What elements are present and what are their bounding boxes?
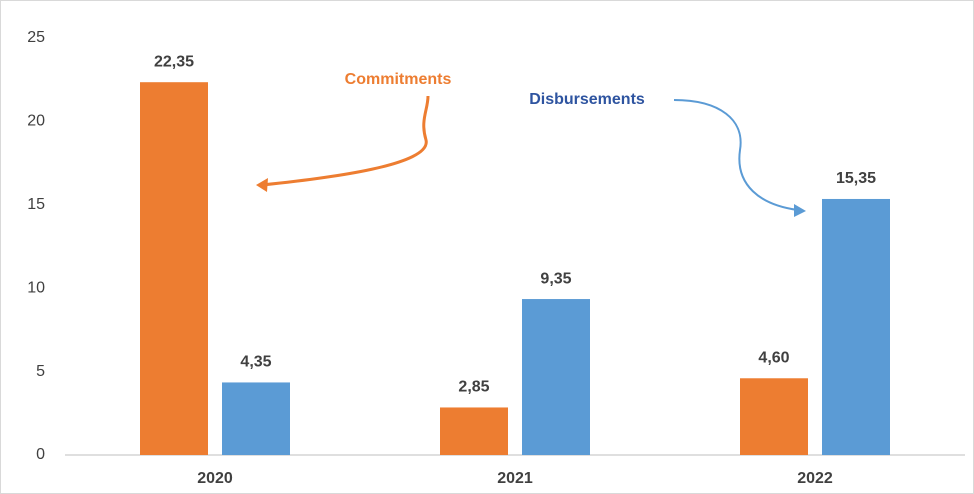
x-tick-label: 2021: [497, 470, 533, 487]
value-label: 4,60: [758, 349, 789, 366]
bar: [822, 198, 890, 455]
annotation-arrow: [261, 95, 430, 187]
value-label: 15,35: [836, 170, 876, 187]
bar: [140, 82, 208, 456]
bar: [222, 382, 290, 455]
y-tick-label: 0: [36, 446, 45, 463]
y-tick-label: 10: [27, 279, 45, 296]
series-annotation: Disbursements: [529, 91, 645, 108]
annotation-arrowhead: [256, 178, 268, 192]
value-label: 9,35: [540, 270, 571, 287]
bar: [740, 378, 808, 455]
y-tick-label: 25: [27, 29, 45, 46]
value-label: 2,85: [458, 379, 489, 396]
bar: [522, 299, 590, 455]
y-tick-label: 20: [27, 113, 45, 130]
y-tick-label: 15: [27, 196, 45, 213]
bar: [440, 407, 508, 455]
annotation-arrow: [673, 99, 799, 211]
x-tick-label: 2022: [797, 470, 833, 487]
x-tick-label: 2020: [197, 470, 233, 487]
annotation-arrowhead: [794, 204, 806, 217]
y-tick-label: 5: [36, 363, 45, 380]
series-annotation: Commitments: [345, 71, 452, 88]
value-label: 4,35: [240, 354, 271, 371]
value-label: 22,35: [154, 53, 194, 70]
